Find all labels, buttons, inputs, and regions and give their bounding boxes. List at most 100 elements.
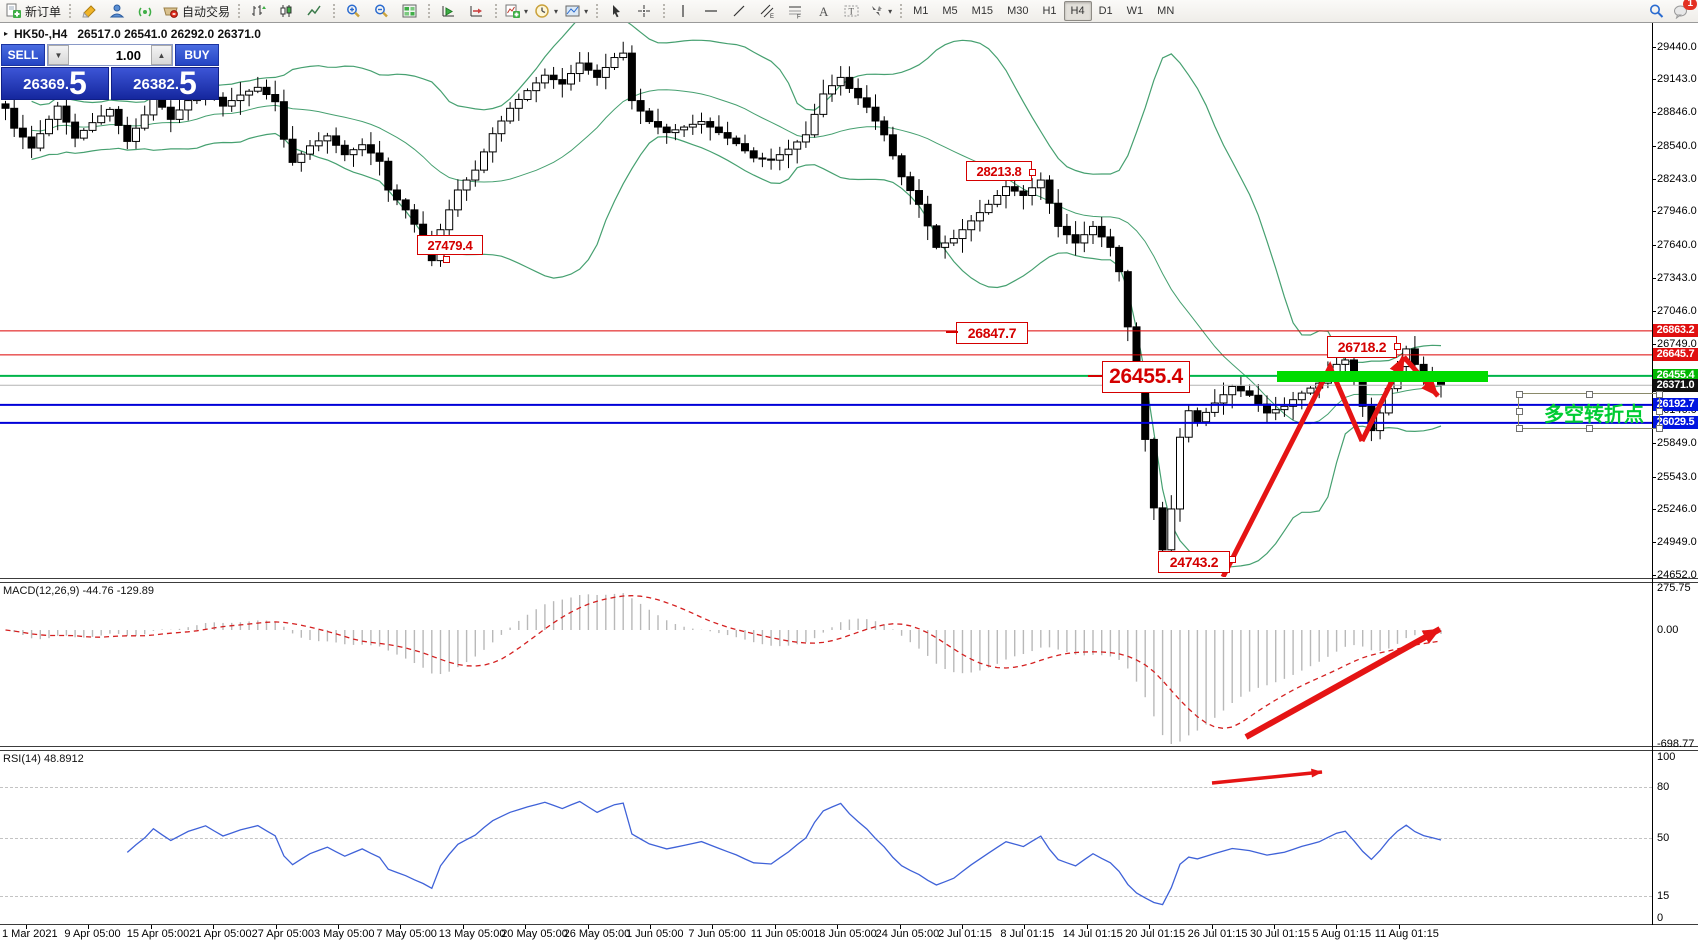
- selection-handle[interactable]: [1586, 391, 1593, 398]
- rsi-level-gridline: [0, 838, 1652, 839]
- timeframe-mn-button[interactable]: MN: [1157, 5, 1175, 17]
- horizontal-line-button[interactable]: [697, 0, 725, 22]
- text-label-button[interactable]: T: [837, 0, 865, 22]
- selection-handle[interactable]: [1516, 391, 1523, 398]
- signals-button[interactable]: [131, 0, 159, 22]
- indicators-button[interactable]: ▾: [501, 0, 531, 22]
- price-axis-label: 29143.0: [1657, 73, 1697, 86]
- clock-icon: [535, 4, 549, 18]
- selection-handle[interactable]: [1656, 425, 1663, 432]
- highlighter-icon: [81, 5, 96, 18]
- bar-chart-button[interactable]: [244, 0, 272, 22]
- timeframe-m30-button[interactable]: M30: [1007, 5, 1029, 17]
- arrows-button[interactable]: ▾: [865, 0, 895, 22]
- time-axis-tick: [1336, 925, 1338, 929]
- dropdown-caret-icon: ▾: [524, 6, 529, 16]
- equidistant-channel-button[interactable]: E: [753, 0, 781, 22]
- support-zone-rectangle[interactable]: [1277, 371, 1488, 382]
- time-axis-tick: [1086, 925, 1088, 929]
- sell-button[interactable]: SELL: [1, 44, 45, 66]
- selection-handle[interactable]: [1656, 391, 1663, 398]
- toolbar-separator: [425, 2, 433, 20]
- time-axis-label: 7 May 05:00: [376, 928, 437, 940]
- line-chart-button[interactable]: [300, 0, 328, 22]
- metaeditor-button[interactable]: [103, 0, 131, 22]
- tile-windows-button[interactable]: [395, 0, 423, 22]
- candles-icon: [280, 5, 292, 17]
- chart-shift-button[interactable]: [462, 0, 490, 22]
- selection-handle[interactable]: [1516, 425, 1523, 432]
- search-icon[interactable]: [1648, 3, 1665, 19]
- text-button[interactable]: A: [809, 0, 837, 22]
- fibonacci-button[interactable]: F: [781, 0, 809, 22]
- time-axis-label: 2 Jul 01:15: [938, 928, 992, 940]
- timeframe-h4-button[interactable]: H4: [1063, 1, 1092, 21]
- label-anchor: [1229, 556, 1236, 563]
- new-order-button-label: 新订单: [25, 4, 62, 19]
- label-connector: [1088, 375, 1102, 377]
- crosshair-button[interactable]: [630, 0, 658, 22]
- zoom-out-button[interactable]: [367, 0, 395, 22]
- selection-handle[interactable]: [1586, 425, 1593, 432]
- zoom-in-button[interactable]: [339, 0, 367, 22]
- macd-scale-label: 275.75: [1657, 582, 1691, 594]
- turning-point-text-label[interactable]: 多空转折点: [1544, 404, 1644, 426]
- price-axis-label: 28540.0: [1657, 139, 1697, 152]
- time-axis-tick: [462, 925, 464, 929]
- volume-input[interactable]: 1.00: [115, 47, 141, 63]
- time-axis-tick: [1274, 925, 1275, 929]
- auto-scroll-button[interactable]: [434, 0, 462, 22]
- timeframe-h1-button[interactable]: H1: [1042, 5, 1057, 17]
- price-label-object[interactable]: 27479.4: [417, 235, 483, 255]
- price-tag: 26192.7: [1653, 398, 1698, 412]
- timeframe-d1-button[interactable]: D1: [1098, 5, 1113, 17]
- sell-price[interactable]: 26369. 5: [1, 67, 109, 100]
- zoom-out-icon: [374, 4, 388, 18]
- rsi-pane-splitter-b: [0, 750, 1698, 751]
- timeframe-w1-button[interactable]: W1: [1126, 5, 1144, 17]
- price-axis-label: 27343.0: [1657, 271, 1697, 284]
- buy-button[interactable]: BUY: [175, 44, 219, 66]
- periods-button[interactable]: ▾: [531, 0, 561, 22]
- vertical-line-button[interactable]: [669, 0, 697, 22]
- timeframe-m1-button[interactable]: M1: [913, 5, 929, 17]
- cursor-button[interactable]: [602, 0, 630, 22]
- price-label-object[interactable]: 28213.8: [966, 161, 1032, 181]
- time-axis-label: 9 Apr 05:00: [64, 928, 121, 940]
- candlestick-chart-button[interactable]: [272, 0, 300, 22]
- label-anchor: [1029, 169, 1036, 176]
- time-axis-tick: [525, 925, 527, 929]
- price-label-object[interactable]: 26847.7: [956, 322, 1028, 344]
- trendline-button[interactable]: [725, 0, 753, 22]
- macd-pane-splitter-b: [0, 582, 1698, 583]
- volume-increase-button[interactable]: ▲: [151, 45, 172, 65]
- selection-handle[interactable]: [1516, 408, 1523, 415]
- new-order-button[interactable]: 新订单: [2, 0, 64, 22]
- templates-button[interactable]: ▾: [561, 0, 591, 22]
- volume-decrease-button[interactable]: ▼: [48, 45, 69, 65]
- macd-pane-splitter[interactable]: [0, 578, 1698, 579]
- price-label-object[interactable]: 26718.2: [1327, 336, 1397, 358]
- metaquotes-language-button[interactable]: [75, 0, 103, 22]
- hline-icon: [704, 10, 717, 12]
- rsi-level-gridline: [0, 896, 1652, 897]
- price-label-object[interactable]: 26455.4: [1102, 361, 1190, 393]
- price-axis-tick: [1652, 145, 1656, 147]
- price-axis-tick: [1652, 112, 1656, 114]
- chart-ohlc: 26517.0 26541.0 26292.0 26371.0: [77, 27, 261, 41]
- time-axis-tick: [88, 925, 90, 929]
- rsi-pane-splitter[interactable]: [0, 746, 1698, 747]
- notifications-icon[interactable]: 1: [1673, 0, 1697, 19]
- timeframe-m15-button[interactable]: M15: [971, 5, 994, 17]
- time-axis-label: 14 Jul 01:15: [1062, 928, 1123, 940]
- toolbar-separator: [330, 2, 338, 20]
- person-icon: [109, 4, 124, 18]
- price-label-object[interactable]: 24743.2: [1158, 551, 1230, 573]
- signal-icon: [138, 7, 151, 17]
- autotrading-button[interactable]: 自动交易: [159, 0, 233, 22]
- timeframe-m5-button[interactable]: M5: [942, 5, 958, 17]
- rsi-label: RSI(14) 48.8912: [3, 753, 84, 765]
- selection-handle[interactable]: [1656, 408, 1663, 415]
- crosshair-icon: [637, 5, 650, 17]
- buy-price[interactable]: 26382. 5: [111, 67, 219, 100]
